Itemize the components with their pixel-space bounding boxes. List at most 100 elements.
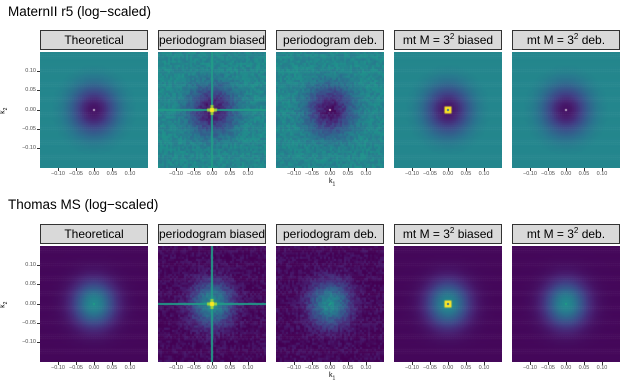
x-tick-label: 0.00 (88, 171, 100, 177)
x-axis-label-sub: 1 (332, 181, 336, 188)
x-tick-mark (483, 168, 485, 171)
x-tick-mark (601, 362, 603, 365)
x-tick-label: −0.10 (51, 171, 65, 177)
x-tick-mark (57, 362, 59, 365)
y-tick-label: 0.00 (25, 300, 36, 307)
x-axis-label-text: k (329, 372, 333, 379)
x-tick-label: 0.00 (206, 171, 218, 177)
y-tick-mark (37, 90, 40, 91)
y-tick-mark (37, 109, 40, 111)
x-tick-label: 0.00 (560, 365, 572, 371)
facet-strip: periodogram biased (158, 30, 266, 50)
x-tick-label: 0.05 (224, 171, 236, 177)
y-tick-label: 0.10 (25, 261, 36, 268)
facet-strip: periodogram deb. (276, 30, 384, 50)
facet-strip: periodogram biased (158, 224, 266, 244)
facet-label: mt M = 3 (402, 33, 450, 47)
x-axis-label: k1 (329, 372, 335, 381)
x-tick-label: 0.05 (342, 171, 354, 177)
x-tick-label: 0.10 (124, 365, 136, 371)
x-tick-mark (329, 168, 331, 171)
x-tick-label: −0.10 (287, 171, 301, 177)
y-tick-mark (37, 303, 40, 305)
x-tick-mark (347, 168, 349, 171)
y-axis-label-sub: 2 (2, 107, 9, 111)
facet-exponent: 2 (573, 31, 579, 41)
x-tick-label: −0.10 (405, 171, 419, 177)
x-tick-mark (429, 362, 431, 365)
x-tick-mark (347, 362, 349, 365)
y-tick-mark (37, 265, 40, 266)
x-tick-label: 0.10 (242, 171, 254, 177)
x-tick-label: 0.00 (324, 171, 336, 177)
x-tick-label: 0.10 (478, 171, 490, 177)
x-tick-label: 0.00 (324, 365, 336, 371)
facet-label-suffix: deb. (578, 227, 606, 241)
x-tick-mark (429, 168, 431, 171)
y-tick-mark (37, 342, 40, 343)
heatmap-panel (394, 52, 502, 168)
x-tick-label: 0.05 (460, 171, 472, 177)
x-tick-label: 0.05 (578, 171, 590, 177)
x-tick-mark (329, 362, 331, 365)
facet-exponent: 2 (573, 225, 579, 235)
x-tick-mark (211, 362, 213, 365)
x-tick-label: −0.05 (423, 365, 437, 371)
x-tick-mark (529, 362, 531, 365)
facet-label: periodogram biased (158, 33, 266, 47)
facet-strip: Theoretical (40, 30, 148, 50)
x-tick-label: −0.10 (169, 171, 183, 177)
x-tick-mark (483, 362, 485, 365)
facet-label: Theoretical (64, 33, 124, 47)
x-tick-mark (447, 362, 449, 365)
facet-exponent: 2 (449, 225, 455, 235)
facet-label: mt M = 3 (526, 227, 574, 241)
x-tick-label: −0.05 (69, 365, 83, 371)
x-tick-label: −0.10 (523, 171, 537, 177)
x-tick-mark (465, 362, 467, 365)
heatmap-panel (512, 52, 620, 168)
facet-strip: periodogram deb. (276, 224, 384, 244)
heatmap-panel (276, 246, 384, 362)
x-tick-mark (465, 168, 467, 171)
facet-label: mt M = 3 (402, 227, 450, 241)
x-tick-mark (565, 362, 567, 365)
x-tick-label: −0.05 (187, 171, 201, 177)
heatmap-panel (40, 52, 148, 168)
y-tick-label: −0.05 (22, 319, 36, 326)
x-tick-mark (293, 168, 295, 171)
heatmap-panel (276, 52, 384, 168)
x-tick-label: 0.10 (596, 365, 608, 371)
x-tick-mark (111, 362, 113, 365)
y-tick-mark (37, 71, 40, 72)
x-tick-label: −0.05 (187, 365, 201, 371)
heatmap-panel (394, 246, 502, 362)
x-tick-mark (111, 168, 113, 171)
x-tick-label: 0.05 (342, 365, 354, 371)
x-tick-label: −0.10 (287, 365, 301, 371)
x-axis-label-sub: 1 (332, 375, 336, 381)
heatmap-panel (40, 246, 148, 362)
x-tick-label: −0.10 (169, 365, 183, 371)
x-tick-mark (247, 168, 249, 171)
facet-label-suffix: deb. (578, 33, 606, 47)
row-title-thomas: Thomas MS (log−scaled) (8, 197, 159, 212)
y-axis-label-text: k (0, 110, 7, 114)
x-tick-label: 0.05 (460, 365, 472, 371)
x-tick-label: −0.05 (541, 171, 555, 177)
x-tick-mark (57, 168, 59, 171)
x-tick-label: −0.10 (51, 365, 65, 371)
y-tick-label: −0.05 (22, 125, 36, 132)
y-tick-label: 0.00 (25, 106, 36, 113)
x-tick-label: 0.00 (88, 365, 100, 371)
y-tick-mark (37, 323, 40, 324)
y-tick-label: 0.05 (25, 281, 36, 288)
facet-label: periodogram biased (158, 227, 266, 241)
x-tick-mark (293, 362, 295, 365)
y-tick-mark (37, 148, 40, 149)
x-tick-mark (601, 168, 603, 171)
heatmap-panel (158, 52, 266, 168)
y-axis-label: k2 (0, 108, 9, 114)
x-axis-label: k1 (329, 178, 335, 187)
y-axis-label-text: k (0, 304, 7, 308)
